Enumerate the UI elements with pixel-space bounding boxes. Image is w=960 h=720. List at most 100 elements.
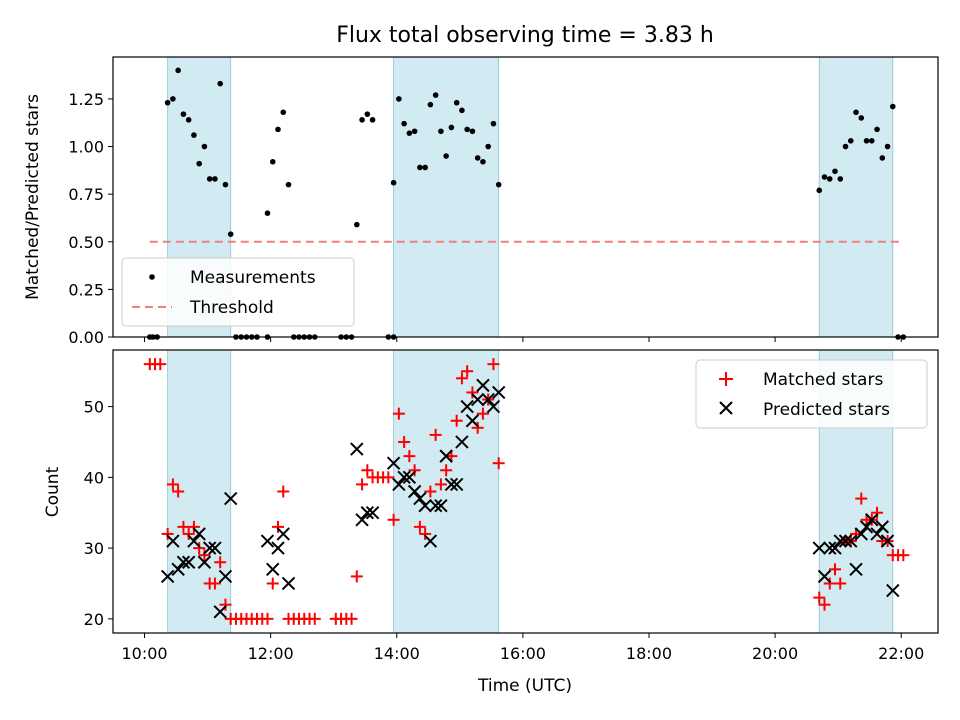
ratio-y-axis-label: Matched/Predicted stars: [23, 94, 43, 300]
matched-point-37: [356, 478, 369, 491]
measurement-point-71: [863, 138, 870, 144]
matched-point-66: [823, 577, 836, 590]
measurement-point-8: [191, 132, 197, 138]
predicted-point-8: [202, 541, 217, 555]
matched-point-4: [166, 478, 179, 491]
predicted-point-14: [266, 562, 280, 577]
ratio-y-tick-label-3: 0.75: [68, 185, 104, 204]
measurement-point-68: [847, 138, 854, 144]
measurement-point-56: [469, 128, 476, 135]
predicted-point-16: [276, 527, 290, 541]
legend-label-matched: Matched stars: [763, 370, 883, 390]
predicted-point-13: [260, 534, 275, 548]
measurement-point-53: [453, 99, 460, 106]
matched-point-80: [897, 549, 910, 562]
count-x-tick-label-0: 10:00: [121, 644, 167, 663]
count-panel: 10:00 12:00 14:00 16:00 18:00 20:00 22:00 20 30…: [43, 349, 939, 696]
measurement-point-14: [222, 181, 229, 188]
predicted-point-6: [192, 527, 206, 541]
predicted-point-23: [392, 477, 406, 492]
matched-point-14: [219, 598, 232, 611]
predicted-point-37: [465, 414, 480, 428]
matched-point-50: [424, 485, 437, 498]
matched-point-45: [398, 435, 411, 448]
predicted-point-35: [455, 435, 469, 449]
measurement-point-70: [858, 115, 865, 121]
predicted-point-4: [181, 555, 196, 569]
predicted-point-0: [160, 569, 175, 584]
matched-point-68: [834, 577, 847, 590]
predicted-point-9: [208, 541, 222, 555]
predicted-point-21: [365, 506, 380, 520]
ratio-shaded-interval-2: [818, 56, 894, 338]
measurement-point-51: [443, 153, 449, 159]
count-axes-frame: [112, 349, 939, 634]
count-x-tick-label-5: 20:00: [752, 644, 798, 663]
x-axis-label: Time (UTC): [477, 676, 572, 696]
count-y-ticks: 20 30 40 50: [84, 398, 113, 629]
measurement-point-38: [369, 117, 376, 123]
measurement-point-50: [438, 128, 444, 135]
ratio-shaded-interval-1: [393, 56, 500, 338]
measurement-point-55: [464, 126, 470, 133]
measurement-point-4: [170, 96, 176, 102]
predicted-point-39: [476, 378, 490, 393]
predicted-point-2: [171, 562, 185, 577]
predicted-point-49: [844, 534, 858, 548]
matched-point-53: [440, 464, 453, 477]
ratio-y-tick-label-5: 1.25: [68, 90, 104, 109]
predicted-point-51: [854, 527, 868, 541]
matched-point-64: [813, 591, 826, 604]
predicted-point-55: [875, 520, 890, 534]
matched-point-13: [214, 556, 227, 569]
measurement-point-65: [832, 168, 838, 175]
matched-point-42: [382, 471, 395, 484]
measurement-point-57: [474, 155, 481, 161]
matched-point-35: [345, 612, 358, 625]
measurement-point-60: [490, 120, 497, 127]
predicted-point-38: [470, 392, 485, 407]
predicted-point-10: [213, 605, 227, 619]
measurement-point-54: [459, 107, 465, 114]
predicted-point-22: [386, 456, 401, 470]
chart-title: Flux total observing time = 3.83 h: [336, 23, 714, 48]
predicted-point-30: [428, 498, 443, 513]
matched-point-52: [434, 478, 447, 491]
predicted-points: [160, 378, 900, 619]
measurement-point-69: [853, 109, 859, 116]
matched-point-22: [261, 612, 274, 625]
matched-point-72: [855, 492, 868, 505]
ratio-axes-frame: [112, 56, 939, 338]
predicted-point-17: [281, 576, 296, 591]
predicted-point-18: [350, 442, 364, 456]
measurement-point-35: [354, 221, 360, 228]
measurement-point-48: [427, 101, 434, 108]
count-y-tick-label-2: 40: [84, 468, 104, 487]
measurement-point-76: [890, 103, 896, 110]
predicted-point-53: [865, 513, 879, 527]
predicted-point-47: [833, 534, 847, 548]
measurement-point-15: [227, 231, 234, 237]
predicted-point-42: [491, 385, 506, 400]
matched-point-31: [308, 612, 321, 625]
ratio-y-tick-label-1: 0.25: [68, 280, 104, 299]
predicted-point-32: [439, 449, 453, 463]
predicted-point-11: [218, 569, 233, 584]
predicted-point-34: [449, 477, 464, 492]
ratio-legend-box: [121, 257, 355, 327]
matched-point-5: [172, 485, 185, 498]
measurement-point-74: [879, 155, 886, 161]
predicted-point-50: [849, 562, 863, 577]
matched-point-75: [871, 506, 884, 519]
matched-point-44: [392, 407, 405, 420]
matched-point-48: [413, 520, 426, 533]
predicted-point-7: [197, 555, 212, 569]
legend-marker-predicted: [719, 401, 733, 415]
legend-marker-matched: [719, 372, 733, 386]
ratio-panel: Flux total observing time = 3.83 h 0.000…: [23, 23, 939, 347]
matched-point-2: [154, 358, 167, 371]
measurement-point-25: [280, 109, 287, 116]
legend-label-threshold: Threshold: [189, 298, 274, 318]
predicted-point-19: [355, 513, 369, 527]
